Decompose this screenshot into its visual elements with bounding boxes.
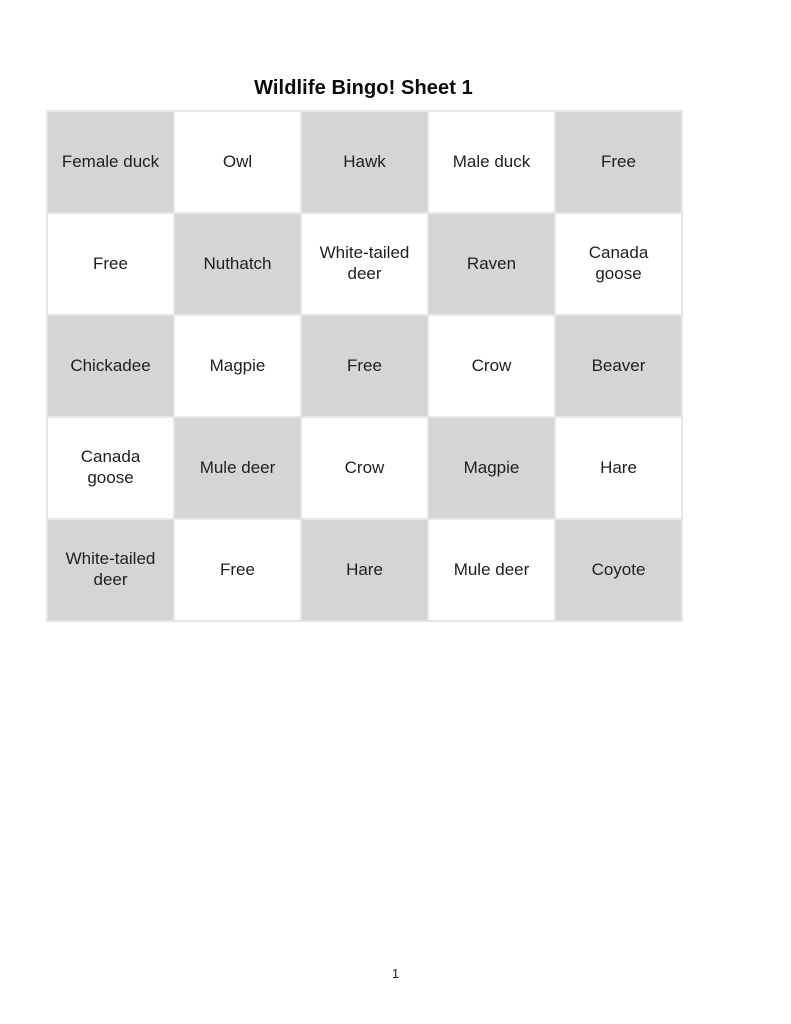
bingo-row: Chickadee Magpie Free Crow Beaver	[46, 314, 683, 418]
bingo-cell-r2-c5: Canada goose	[554, 212, 683, 316]
bingo-cell-r1-c1: Female duck	[46, 110, 175, 214]
page-number: 1	[391, 966, 400, 981]
bingo-cell-r4-c3: Crow	[300, 416, 429, 520]
bingo-cell-r4-c2: Mule deer	[173, 416, 302, 520]
page-title: Wildlife Bingo! Sheet 1	[254, 77, 473, 99]
bingo-cell-r2-c4: Raven	[427, 212, 556, 316]
bingo-cell-r4-c4: Magpie	[427, 416, 556, 520]
bingo-cell-r3-c4: Crow	[427, 314, 556, 418]
bingo-cell-r5-c5: Coyote	[554, 518, 683, 622]
bingo-cell-r4-c5: Hare	[554, 416, 683, 520]
bingo-cell-r3-c1: Chickadee	[46, 314, 175, 418]
bingo-row: Female duck Owl Hawk Male duck Free	[46, 110, 683, 214]
bingo-cell-r3-c3: Free	[300, 314, 429, 418]
bingo-cell-r1-c5: Free	[554, 110, 683, 214]
bingo-row: Canada goose Mule deer Crow Magpie Hare	[46, 416, 683, 520]
bingo-cell-r5-c1: White-tailed deer	[46, 518, 175, 622]
bingo-cell-r5-c4: Mule deer	[427, 518, 556, 622]
bingo-cell-r3-c2: Magpie	[173, 314, 302, 418]
bingo-cell-r1-c2: Owl	[173, 110, 302, 214]
bingo-cell-r4-c1: Canada goose	[46, 416, 175, 520]
bingo-cell-r2-c3: White-tailed deer	[300, 212, 429, 316]
bingo-grid-body: Female duck Owl Hawk Male duck Free Free Nutha…	[46, 110, 683, 622]
bingo-row: Free Nuthatch White-tailed deer Raven Canada…	[46, 212, 683, 316]
bingo-cell-r5-c2: Free	[173, 518, 302, 622]
bingo-grid: Female duck Owl Hawk Male duck Free Free Nutha…	[46, 110, 683, 622]
bingo-cell-r1-c3: Hawk	[300, 110, 429, 214]
bingo-cell-r3-c5: Beaver	[554, 314, 683, 418]
bingo-cell-r5-c3: Hare	[300, 518, 429, 622]
bingo-cell-r2-c1: Free	[46, 212, 175, 316]
bingo-row: White-tailed deer Free Hare Mule deer Coyote	[46, 518, 683, 622]
bingo-cell-r1-c4: Male duck	[427, 110, 556, 214]
bingo-cell-r2-c2: Nuthatch	[173, 212, 302, 316]
